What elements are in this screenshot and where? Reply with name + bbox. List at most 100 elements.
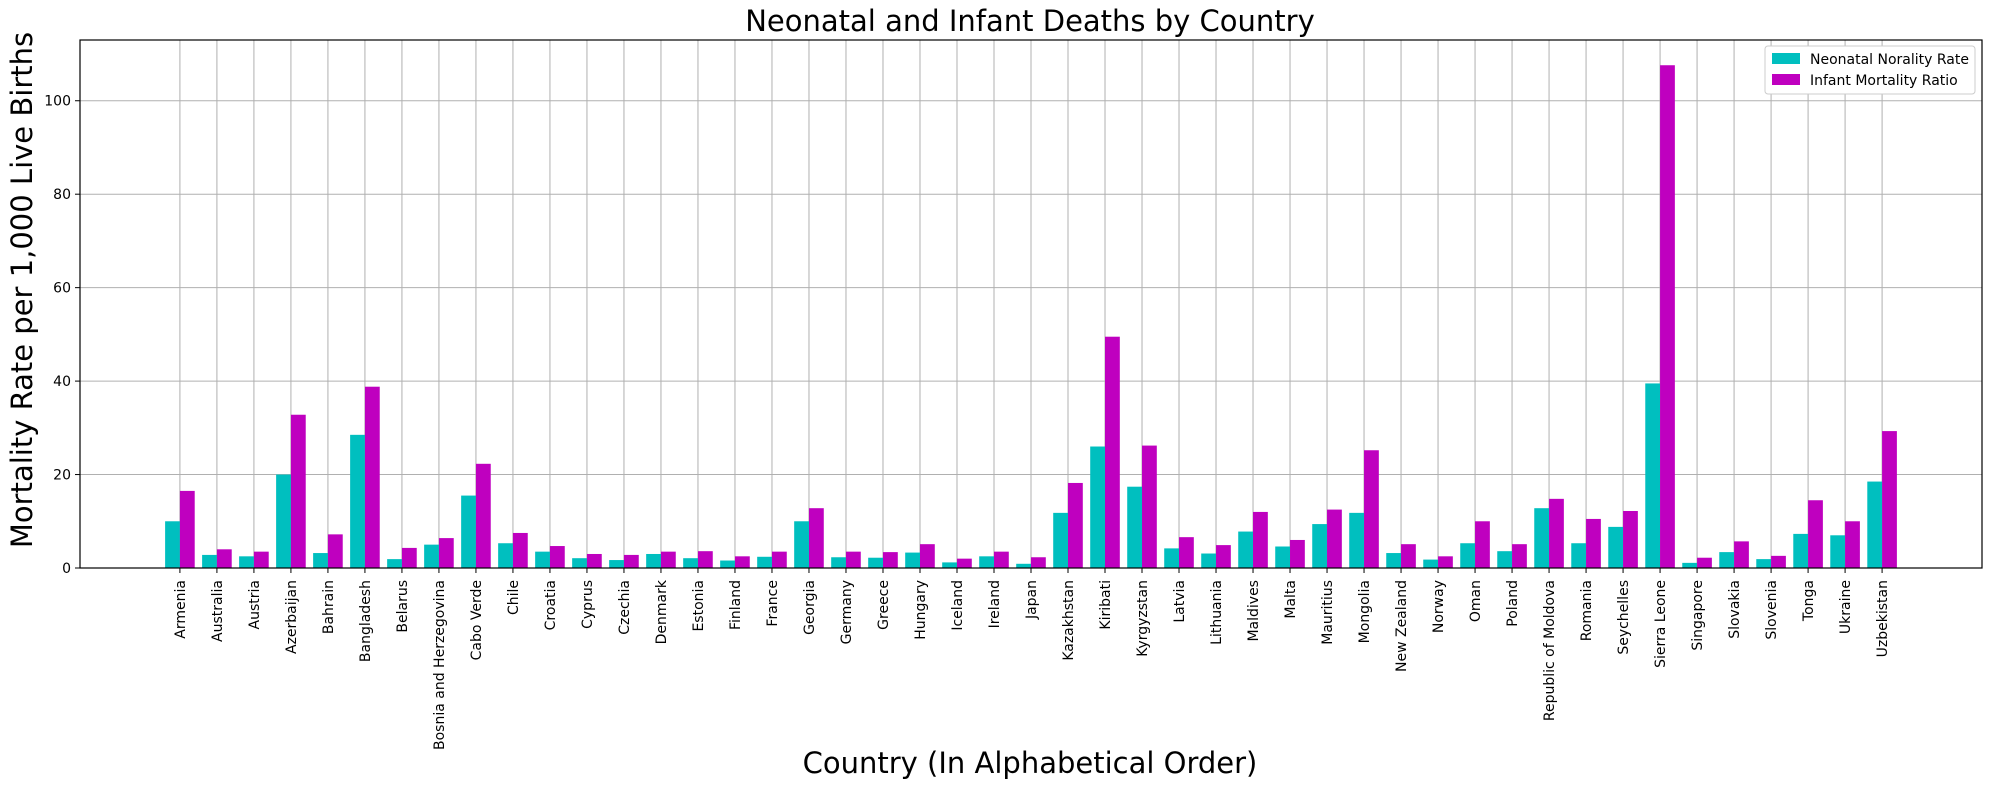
x-tick-label: Oman xyxy=(1468,580,1484,622)
bar-infant xyxy=(1068,482,1083,568)
x-tick-label: Iceland xyxy=(950,580,966,631)
legend: Neonatal Norality Rate Infant Mortality … xyxy=(1764,45,1976,95)
bar-infant xyxy=(1105,336,1120,568)
bar-neonatal xyxy=(1275,546,1291,568)
x-tick-label: Bahrain xyxy=(321,580,337,634)
x-tick-label: Singapore xyxy=(1690,580,1706,651)
chart-title: Neonatal and Infant Deaths by Country xyxy=(745,4,1315,38)
bar-neonatal xyxy=(646,553,661,568)
y-tick-label: 80 xyxy=(53,187,71,203)
bar-neonatal xyxy=(498,543,513,568)
bar-neonatal xyxy=(461,495,476,568)
bar-neonatal xyxy=(1534,508,1550,568)
x-tick-label: Mauritius xyxy=(1320,580,1336,645)
y-tick-label: 100 xyxy=(44,94,71,110)
x-tick-label: Denmark xyxy=(654,579,670,644)
x-tick-label: Hungary xyxy=(913,580,929,640)
bar-neonatal xyxy=(1201,553,1217,568)
x-axis: Armenia Australia Austria Azerbaijan Bahrain… xyxy=(173,568,1891,750)
x-tick-label: Estonia xyxy=(691,580,707,632)
bar-infant xyxy=(401,547,417,568)
x-tick-label: Seychelles xyxy=(1616,580,1632,655)
bar-neonatal xyxy=(424,544,439,568)
bar-infant xyxy=(549,546,565,568)
bar-neonatal xyxy=(165,521,180,568)
x-tick-label: Malta xyxy=(1283,580,1299,619)
bar-infant xyxy=(1475,521,1490,568)
bar-neonatal xyxy=(572,558,587,568)
bar-infant xyxy=(1401,544,1416,568)
bar-neonatal xyxy=(1312,524,1328,568)
bar-infant xyxy=(1364,450,1379,568)
bar-neonatal xyxy=(313,553,328,568)
bar-infant xyxy=(660,551,676,568)
bar-infant xyxy=(1216,545,1231,568)
bar-neonatal xyxy=(1867,481,1883,568)
x-tick-label: Georgia xyxy=(802,580,818,635)
y-axis-label: Mortality Rate per 1,000 Live Births xyxy=(5,32,39,548)
bar-infant xyxy=(845,551,861,568)
bar-neonatal xyxy=(276,474,291,568)
bar-infant xyxy=(919,544,935,568)
legend-box xyxy=(1764,45,1976,95)
bar-neonatal xyxy=(239,556,254,568)
x-tick-label: Latvia xyxy=(1172,580,1188,623)
bar-neonatal xyxy=(350,434,365,568)
bar-infant xyxy=(1290,539,1305,568)
bar-infant xyxy=(1327,509,1342,568)
bar-neonatal xyxy=(757,556,772,568)
x-tick-label: Finland xyxy=(728,580,744,630)
bar-infant xyxy=(290,414,306,568)
x-tick-label: Lithuania xyxy=(1209,580,1225,645)
bar-neonatal xyxy=(1016,563,1031,568)
bar-infant xyxy=(734,556,750,568)
bar-neonatal xyxy=(1053,512,1069,568)
x-tick-label: Kyrgyzstan xyxy=(1135,580,1151,657)
bar-neonatal xyxy=(387,559,402,568)
bar-infant xyxy=(1882,431,1897,568)
x-tick-label: Kiribati xyxy=(1098,580,1114,630)
bar-neonatal xyxy=(1460,543,1476,568)
bar-neonatal xyxy=(1164,548,1180,568)
bars-layer xyxy=(165,65,1897,568)
legend-label-infant: Infant Mortality Ratio xyxy=(1810,73,1958,89)
bar-infant xyxy=(327,534,343,568)
bar-neonatal xyxy=(1090,446,1106,568)
legend-swatch-neonatal xyxy=(1772,53,1800,64)
y-tick-label: 60 xyxy=(53,281,71,297)
x-tick-label: Czechia xyxy=(617,580,633,635)
y-tick-label: 0 xyxy=(62,561,71,577)
x-tick-label: France xyxy=(765,580,781,627)
bar-infant xyxy=(475,463,491,568)
bar-neonatal xyxy=(942,562,957,568)
x-tick-label: Greece xyxy=(876,580,892,630)
y-axis: 0 20 40 60 80 100 xyxy=(44,94,80,577)
x-tick-label: Cyprus xyxy=(580,580,596,629)
bar-infant xyxy=(1623,510,1638,568)
bar-infant xyxy=(771,551,787,568)
x-tick-label: Chile xyxy=(506,580,522,615)
bar-infant xyxy=(1771,555,1786,568)
bar-infant xyxy=(882,552,898,568)
x-tick-label: Ukraine xyxy=(1838,580,1854,634)
bar-neonatal xyxy=(831,557,846,568)
bar-neonatal xyxy=(794,521,809,568)
x-tick-label: Kazakhstan xyxy=(1061,580,1077,661)
bar-infant xyxy=(586,553,602,568)
bar-infant xyxy=(364,386,380,568)
x-tick-label: Mongolia xyxy=(1357,580,1373,643)
x-tick-label: Ireland xyxy=(987,580,1003,628)
bar-neonatal xyxy=(1793,533,1809,568)
bar-neonatal xyxy=(609,560,624,568)
bar-neonatal xyxy=(1682,562,1698,568)
bar-infant xyxy=(1845,521,1860,568)
bar-infant xyxy=(1253,511,1268,568)
x-tick-label: Belarus xyxy=(395,580,411,633)
bar-neonatal xyxy=(1608,526,1624,568)
bar-infant xyxy=(956,558,972,568)
x-tick-label: Norway xyxy=(1431,580,1447,633)
bar-infant xyxy=(993,551,1009,568)
x-tick-label: Slovenia xyxy=(1764,580,1780,640)
bar-infant xyxy=(1697,557,1712,568)
